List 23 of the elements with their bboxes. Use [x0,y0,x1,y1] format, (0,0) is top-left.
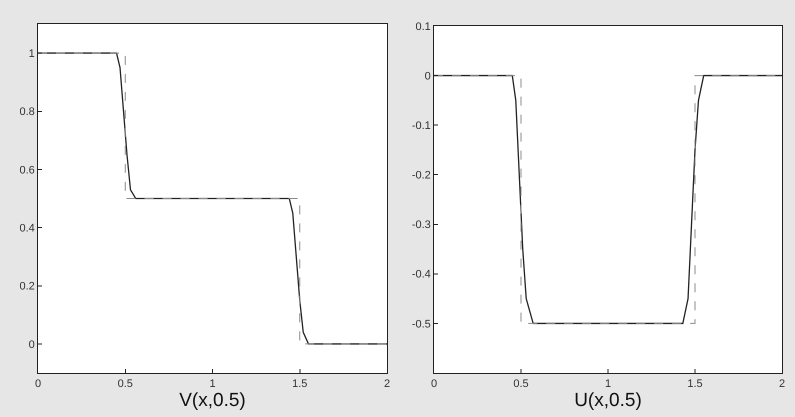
x-tick-label: 0.5 [513,378,529,390]
y-tick-label: 0.8 [20,106,35,118]
y-tick-label: 0.4 [20,222,35,234]
x-tick-label: 2 [778,378,786,390]
y-tick-label: -0.1 [412,120,431,132]
x-axis-title: V(x,0.5) [179,390,246,412]
y-tick-label: 0.6 [20,164,35,176]
y-tick-label: -0.4 [412,268,431,281]
x-axis-title: U(x,0.5) [574,390,642,412]
y-tick-label: -0.2 [412,170,431,182]
x-tick-label: 2 [384,378,390,390]
x-tick-label: 1.5 [687,378,703,390]
y-tick-label: 0.2 [20,280,35,293]
y-tick-label: 0 [28,338,35,351]
y-tick-label: 0 [424,70,431,82]
y-tick-label: -0.5 [412,318,431,330]
x-tick-label: 1 [209,378,216,390]
x-tick-label: 1 [604,378,612,390]
y-tick-label: 0.1 [416,20,431,33]
x-tick-label: 0.5 [118,378,133,390]
y-tick-label: 1 [28,48,35,60]
y-tick-label: -0.3 [412,219,431,232]
x-tick-label: 1.5 [292,378,308,390]
